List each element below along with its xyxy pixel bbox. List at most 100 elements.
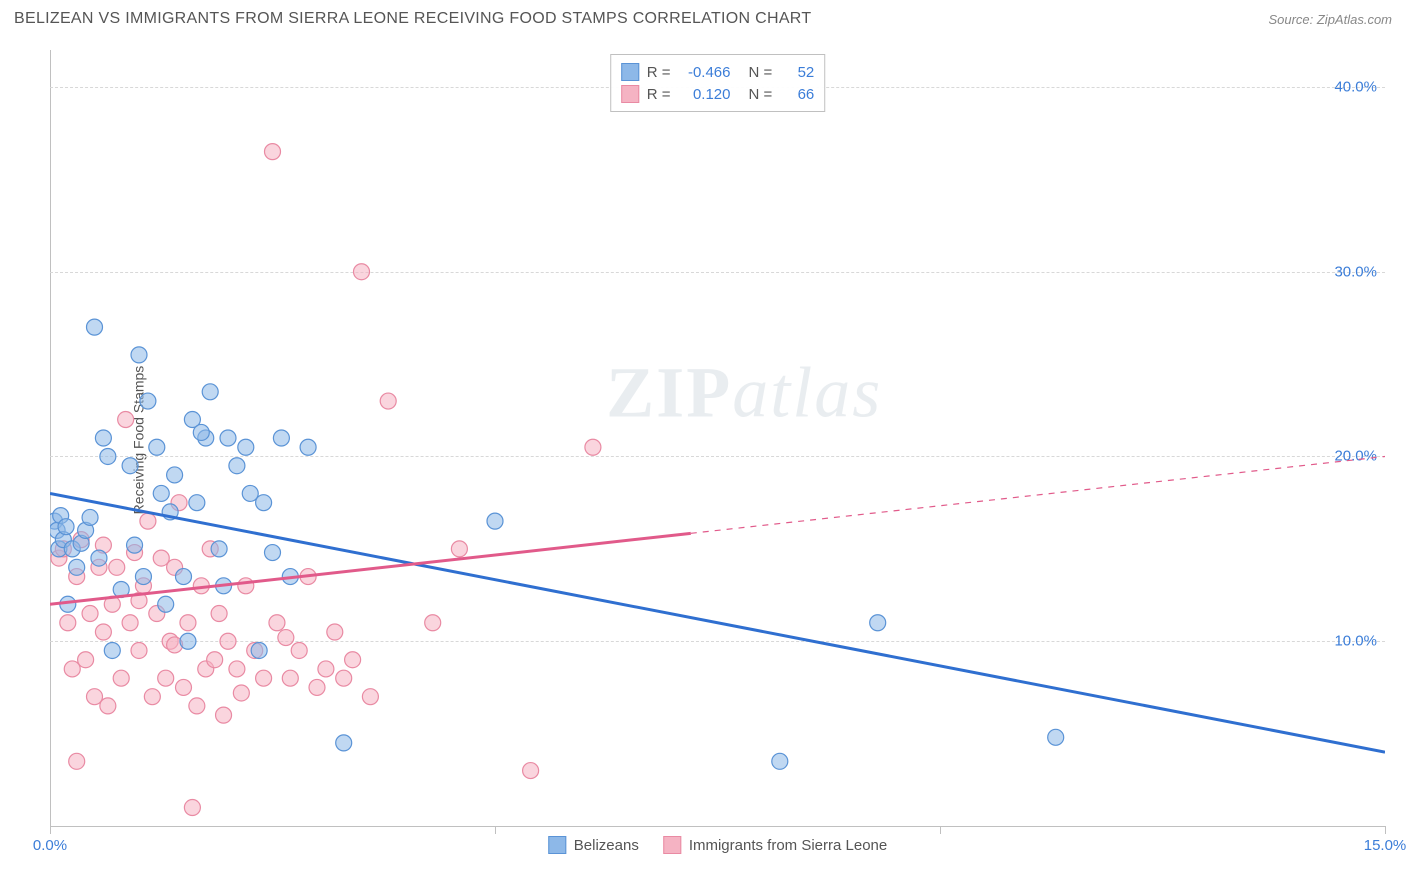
data-point bbox=[345, 652, 361, 668]
data-point bbox=[282, 670, 298, 686]
source-attribution: Source: ZipAtlas.com bbox=[1268, 12, 1392, 27]
header: BELIZEAN VS IMMIGRANTS FROM SIERRA LEONE… bbox=[14, 10, 1392, 28]
data-point bbox=[135, 569, 151, 585]
data-point bbox=[189, 495, 205, 511]
data-point bbox=[451, 541, 467, 557]
chart-title: BELIZEAN VS IMMIGRANTS FROM SIERRA LEONE… bbox=[14, 10, 811, 28]
chart-svg bbox=[50, 50, 1385, 830]
data-point bbox=[95, 430, 111, 446]
data-point bbox=[60, 615, 76, 631]
series-legend-item: Immigrants from Sierra Leone bbox=[663, 836, 887, 854]
data-point bbox=[523, 763, 539, 779]
stats-legend-row: R = 0.120 N = 66 bbox=[621, 83, 815, 105]
data-point bbox=[202, 384, 218, 400]
data-point bbox=[265, 144, 281, 160]
data-point bbox=[167, 467, 183, 483]
data-point bbox=[127, 537, 143, 553]
data-point bbox=[193, 424, 209, 440]
data-point bbox=[216, 707, 232, 723]
data-point bbox=[207, 652, 223, 668]
data-point bbox=[265, 545, 281, 561]
data-point bbox=[278, 630, 294, 646]
data-point bbox=[229, 661, 245, 677]
x-tick-label: 15.0% bbox=[1364, 837, 1406, 854]
data-point bbox=[176, 569, 192, 585]
data-point bbox=[109, 559, 125, 575]
data-point bbox=[69, 559, 85, 575]
data-point bbox=[95, 624, 111, 640]
data-point bbox=[180, 633, 196, 649]
data-point bbox=[870, 615, 886, 631]
data-point bbox=[772, 753, 788, 769]
stats-legend-row: R =-0.466N =52 bbox=[621, 61, 815, 83]
data-point bbox=[122, 458, 138, 474]
data-point bbox=[211, 541, 227, 557]
data-point bbox=[256, 495, 272, 511]
data-point bbox=[131, 347, 147, 363]
data-point bbox=[327, 624, 343, 640]
trend-line-extrapolated bbox=[691, 456, 1385, 533]
data-point bbox=[189, 698, 205, 714]
data-point bbox=[82, 606, 98, 622]
data-point bbox=[184, 800, 200, 816]
data-point bbox=[176, 679, 192, 695]
data-point bbox=[362, 689, 378, 705]
data-point bbox=[153, 485, 169, 501]
data-point bbox=[91, 550, 107, 566]
data-point bbox=[336, 670, 352, 686]
data-point bbox=[82, 509, 98, 525]
data-point bbox=[585, 439, 601, 455]
trend-line bbox=[50, 493, 1385, 752]
stat-r-label: R = bbox=[647, 64, 671, 81]
data-point bbox=[158, 670, 174, 686]
data-point bbox=[69, 753, 85, 769]
series-legend-item: Belizeans bbox=[548, 836, 639, 854]
data-point bbox=[233, 685, 249, 701]
stat-r-label: R = bbox=[647, 86, 671, 103]
data-point bbox=[256, 670, 272, 686]
data-point bbox=[118, 412, 134, 428]
data-point bbox=[380, 393, 396, 409]
data-point bbox=[158, 596, 174, 612]
data-point bbox=[87, 319, 103, 335]
stat-n-label: N = bbox=[749, 86, 773, 103]
data-point bbox=[113, 670, 129, 686]
data-point bbox=[487, 513, 503, 529]
legend-swatch bbox=[548, 836, 566, 854]
stats-legend: R =-0.466N =52R =0.120N =66 bbox=[610, 54, 826, 112]
series-legend-label: Belizeans bbox=[574, 837, 639, 854]
data-point bbox=[100, 698, 116, 714]
data-point bbox=[251, 642, 267, 658]
data-point bbox=[104, 642, 120, 658]
stat-n-label: N = bbox=[749, 64, 773, 81]
legend-swatch bbox=[621, 85, 639, 103]
stat-r-value: 0.120 bbox=[679, 86, 731, 103]
data-point bbox=[291, 642, 307, 658]
legend-swatch bbox=[621, 63, 639, 81]
legend-swatch bbox=[663, 836, 681, 854]
data-point bbox=[269, 615, 285, 631]
data-point bbox=[58, 519, 74, 535]
data-point bbox=[78, 652, 94, 668]
data-point bbox=[309, 679, 325, 695]
data-point bbox=[149, 439, 165, 455]
data-point bbox=[238, 578, 254, 594]
stat-n-value: 52 bbox=[784, 64, 814, 81]
data-point bbox=[300, 439, 316, 455]
data-point bbox=[354, 264, 370, 280]
data-point bbox=[100, 448, 116, 464]
stat-n-value: 66 bbox=[784, 86, 814, 103]
data-point bbox=[140, 393, 156, 409]
data-point bbox=[140, 513, 156, 529]
chart-area: Receiving Food Stamps ZIPatlas 10.0%20.0… bbox=[50, 50, 1385, 830]
data-point bbox=[273, 430, 289, 446]
data-point bbox=[318, 661, 334, 677]
data-point bbox=[144, 689, 160, 705]
data-point bbox=[220, 430, 236, 446]
plot-region: ZIPatlas 10.0%20.0%30.0%40.0%0.0%15.0%R … bbox=[50, 50, 1385, 830]
data-point bbox=[131, 642, 147, 658]
data-point bbox=[1048, 729, 1064, 745]
series-legend-label: Immigrants from Sierra Leone bbox=[689, 837, 887, 854]
data-point bbox=[229, 458, 245, 474]
data-point bbox=[425, 615, 441, 631]
